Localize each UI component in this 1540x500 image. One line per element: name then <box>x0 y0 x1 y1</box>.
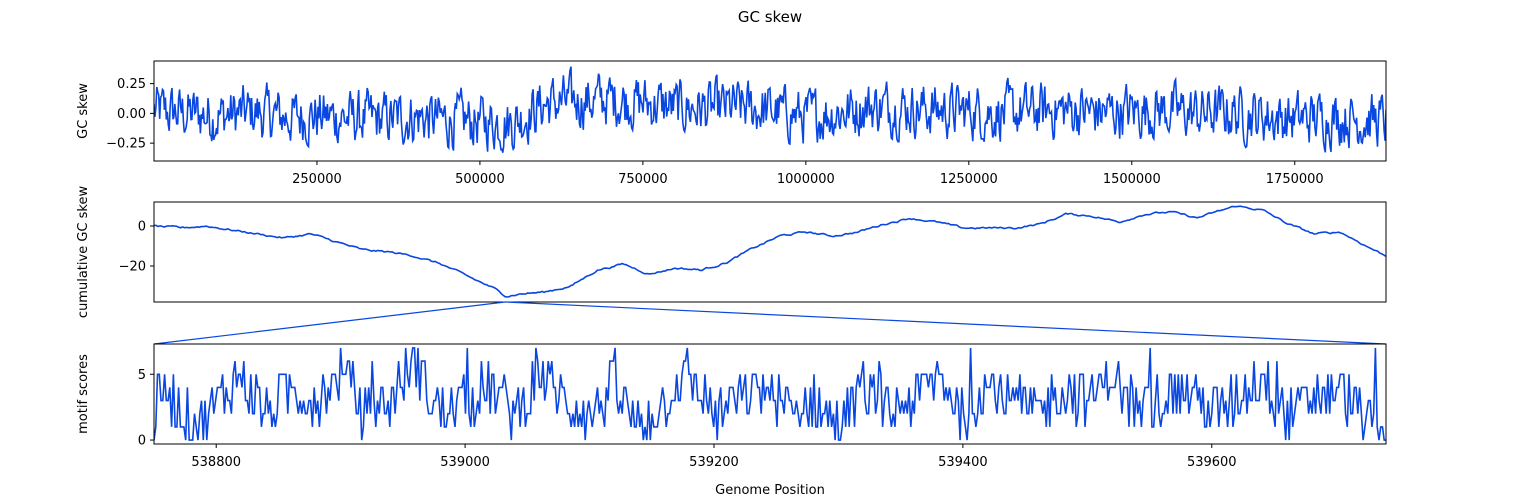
x-tick-label: 539600 <box>1187 455 1237 470</box>
x-tick-label: 500000 <box>455 172 505 187</box>
x-tick-label: 538800 <box>191 455 241 470</box>
x-tick-label: 539000 <box>440 455 490 470</box>
zoom-line-right <box>505 301 1387 345</box>
x-tick-label: 539200 <box>689 455 739 470</box>
zoom-line-left <box>153 301 506 345</box>
y-tick-label: 0.00 <box>117 107 146 122</box>
y-tick-label: −0.25 <box>106 137 146 152</box>
x-tick-label: 1500000 <box>1103 172 1161 187</box>
y-tick-label: 5 <box>138 368 146 383</box>
gc-skew-ylabel: GC skew <box>76 83 91 139</box>
series-line <box>154 205 1386 298</box>
y-tick-label: 0 <box>138 434 146 449</box>
x-axis-label: Genome Position <box>715 483 825 498</box>
series-line <box>154 347 1386 441</box>
cumulative-gc-skew-ylabel: cumulative GC skew <box>76 186 91 319</box>
x-tick-label: 250000 <box>292 172 342 187</box>
axes-frame <box>153 343 1387 445</box>
y-tick-label: 0 <box>138 220 146 235</box>
figure-title: GC skew <box>738 8 802 26</box>
series-line <box>154 66 1386 153</box>
x-tick-label: 1250000 <box>940 172 998 187</box>
y-tick-label: −20 <box>119 260 146 275</box>
x-tick-label: 1000000 <box>777 172 835 187</box>
cumulative-gc-skew-panel: cumulative GC skew −20 0 <box>76 186 1387 319</box>
zoom-connector <box>153 301 1387 345</box>
x-tick-label: 1750000 <box>1266 172 1324 187</box>
y-tick-label: 0.25 <box>117 77 146 92</box>
x-tick-label: 539400 <box>938 455 988 470</box>
axes-frame <box>153 60 1387 162</box>
axes-frame <box>153 201 1387 303</box>
motif-scores-panel: motif scores 0 5 538800 539000 539200 539400 5… <box>76 343 1387 470</box>
motif-scores-ylabel: motif scores <box>76 354 91 434</box>
gc-skew-panel: GC skew −0.25 0.00 0.25 250000 500000 750000 1… <box>76 60 1387 187</box>
x-tick-label: 750000 <box>618 172 668 187</box>
